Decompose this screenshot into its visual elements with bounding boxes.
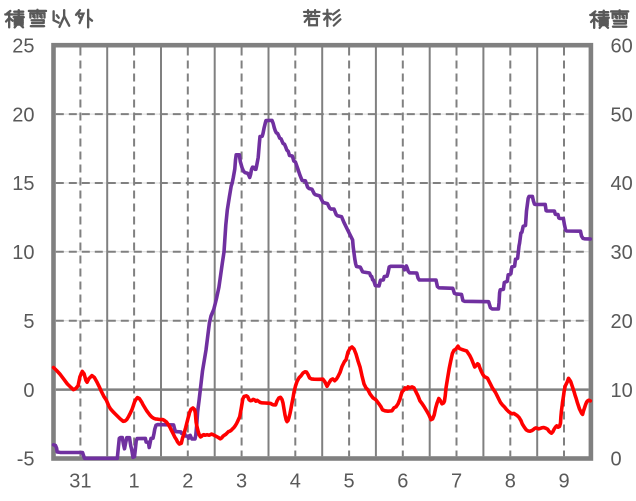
svg-text:10: 10 bbox=[12, 242, 34, 264]
svg-text:9: 9 bbox=[558, 470, 569, 492]
svg-text:1: 1 bbox=[129, 470, 140, 492]
svg-text:10: 10 bbox=[611, 380, 633, 402]
svg-text:5: 5 bbox=[344, 470, 355, 492]
svg-text:50: 50 bbox=[611, 104, 633, 126]
svg-text:4: 4 bbox=[290, 470, 301, 492]
svg-text:8: 8 bbox=[505, 470, 516, 492]
svg-text:3: 3 bbox=[236, 470, 247, 492]
svg-text:-5: -5 bbox=[17, 449, 35, 471]
svg-text:60: 60 bbox=[611, 35, 633, 57]
svg-text:2: 2 bbox=[182, 470, 193, 492]
svg-text:5: 5 bbox=[23, 311, 34, 333]
svg-text:15: 15 bbox=[12, 173, 34, 195]
svg-text:20: 20 bbox=[12, 104, 34, 126]
svg-text:25: 25 bbox=[12, 35, 34, 57]
svg-text:40: 40 bbox=[611, 173, 633, 195]
svg-text:30: 30 bbox=[611, 242, 633, 264]
svg-text:0: 0 bbox=[611, 449, 622, 471]
svg-text:31: 31 bbox=[69, 470, 91, 492]
svg-text:0: 0 bbox=[23, 380, 34, 402]
svg-text:6: 6 bbox=[397, 470, 408, 492]
svg-text:7: 7 bbox=[451, 470, 462, 492]
svg-text:20: 20 bbox=[611, 311, 633, 333]
